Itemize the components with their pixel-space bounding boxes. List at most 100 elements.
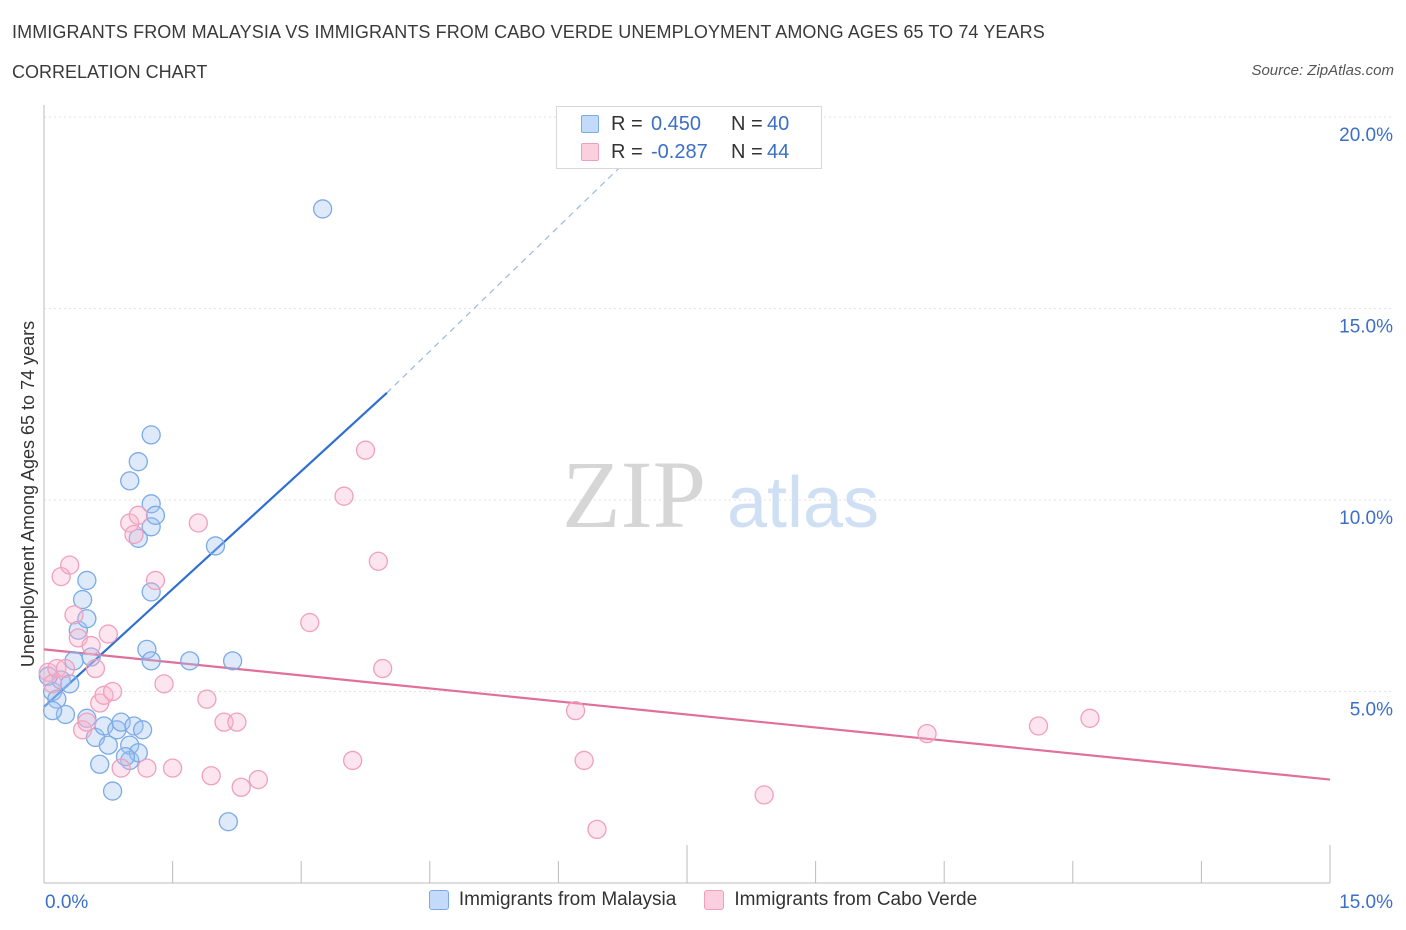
- point-cabo-verde: [188, 513, 208, 533]
- point-malaysia: [141, 517, 161, 537]
- point-malaysia: [128, 452, 148, 472]
- point-malaysia: [72, 589, 93, 610]
- point-cabo-verde: [1028, 716, 1049, 736]
- point-cabo-verde: [85, 658, 106, 679]
- legend-r-label: R =: [611, 140, 643, 163]
- series-legend: Immigrants from Malaysia Immigrants from…: [0, 889, 1406, 911]
- point-malaysia: [141, 494, 161, 514]
- trend-line-malaysia-extension: [386, 143, 645, 394]
- point-cabo-verde: [64, 605, 84, 625]
- y-tick-label: 15.0%: [1339, 317, 1393, 338]
- point-cabo-verde: [42, 674, 63, 694]
- watermark-zip: ZIP: [562, 441, 706, 548]
- point-cabo-verde: [197, 689, 217, 709]
- point-malaysia: [222, 651, 243, 671]
- point-cabo-verde: [137, 758, 157, 778]
- correlation-legend: R = 0.450 N = 40 R = -0.287 N = 44: [556, 106, 822, 169]
- point-cabo-verde: [355, 440, 376, 460]
- point-cabo-verde: [754, 785, 774, 805]
- point-malaysia: [42, 701, 63, 721]
- point-cabo-verde: [111, 758, 131, 778]
- point-cabo-verde: [231, 777, 251, 797]
- y-tick-label: 5.0%: [1350, 700, 1393, 721]
- point-malaysia: [102, 781, 123, 801]
- legend-r-label: R =: [611, 112, 643, 135]
- series-label-cabo-verde: Immigrants from Cabo Verde: [734, 889, 978, 910]
- point-malaysia: [115, 746, 136, 767]
- point-cabo-verde: [201, 766, 221, 786]
- point-cabo-verde: [55, 658, 76, 679]
- point-cabo-verde: [60, 555, 80, 575]
- point-malaysia: [60, 674, 80, 694]
- source-credit: Source: ZipAtlas.com: [1251, 62, 1394, 79]
- point-cabo-verde: [368, 551, 389, 571]
- point-malaysia: [141, 651, 161, 671]
- chart-subtitle: CORRELATION CHART: [12, 62, 208, 82]
- watermark-atlas: atlas: [727, 463, 879, 543]
- legend-swatch-cabo-verde: [581, 143, 599, 161]
- point-cabo-verde: [98, 624, 118, 644]
- point-malaysia: [132, 720, 153, 740]
- point-malaysia: [90, 754, 110, 774]
- point-cabo-verde: [372, 658, 393, 679]
- point-cabo-verde: [162, 758, 183, 778]
- point-cabo-verde: [334, 486, 354, 506]
- point-cabo-verde: [248, 769, 268, 790]
- x-tick-label: 0.0%: [45, 892, 88, 913]
- axes: 5.0% 10.0% 15.0% 20.0% 0.0% 15.0%: [43, 105, 1393, 913]
- point-cabo-verde: [145, 570, 166, 591]
- watermark: ZIP atlas: [562, 441, 879, 548]
- legend-n-label: N =: [731, 140, 763, 163]
- series-legend-cabo-verde[interactable]: Immigrants from Cabo Verde: [704, 889, 977, 911]
- legend-n-label: N =: [731, 112, 763, 135]
- y-tick-label: 20.0%: [1339, 125, 1393, 146]
- point-malaysia: [180, 651, 200, 671]
- trend-line-cabo-verde: [43, 648, 1331, 781]
- point-cabo-verde: [77, 712, 97, 732]
- y-tick-label: 10.0%: [1339, 508, 1393, 529]
- point-cabo-verde: [300, 612, 320, 633]
- point-cabo-verde: [917, 723, 937, 744]
- point-cabo-verde: [102, 681, 123, 702]
- legend-r-value: 0.450: [651, 112, 702, 135]
- series-legend-malaysia[interactable]: Immigrants from Malaysia: [428, 889, 677, 911]
- series-swatch-cabo-verde: [704, 890, 725, 910]
- point-malaysia: [141, 582, 161, 602]
- gridlines: [44, 116, 1394, 692]
- legend-r-value: -0.287: [651, 140, 708, 163]
- x-tick-label: 15.0%: [1339, 892, 1393, 913]
- point-malaysia: [205, 536, 226, 556]
- point-cabo-verde: [81, 635, 101, 656]
- point-cabo-verde: [342, 750, 363, 771]
- point-cabo-verde: [1080, 708, 1100, 728]
- point-cabo-verde: [124, 524, 144, 545]
- point-malaysia: [218, 812, 238, 832]
- legend-n-value: 40: [767, 112, 790, 135]
- point-cabo-verde: [565, 701, 586, 721]
- point-malaysia: [98, 735, 118, 755]
- y-axis-label: Unemployment Among Ages 65 to 74 years: [18, 321, 38, 667]
- point-malaysia: [120, 471, 140, 491]
- chart-title: IMMIGRANTS FROM MALAYSIA VS IMMIGRANTS F…: [12, 22, 1045, 42]
- legend-row-malaysia: R = 0.450 N = 40: [581, 112, 789, 136]
- series-label-malaysia: Immigrants from Malaysia: [458, 889, 677, 910]
- point-malaysia: [81, 647, 101, 667]
- point-malaysia: [141, 425, 161, 445]
- point-malaysia: [47, 689, 67, 709]
- point-malaysia: [145, 505, 166, 525]
- series-swatch-malaysia: [428, 890, 449, 910]
- point-malaysia: [312, 199, 333, 219]
- legend-swatch-malaysia: [581, 115, 599, 133]
- point-malaysia: [137, 639, 157, 660]
- point-cabo-verde: [587, 819, 607, 840]
- legend-n-value: 44: [767, 140, 790, 163]
- legend-row-cabo-verde: R = -0.287 N = 44: [581, 140, 789, 164]
- point-malaysia: [77, 570, 97, 591]
- data-points: [38, 199, 1100, 840]
- point-cabo-verde: [227, 712, 247, 732]
- point-cabo-verde: [574, 750, 594, 771]
- point-cabo-verde: [128, 505, 148, 525]
- point-cabo-verde: [154, 674, 174, 694]
- trend-lines: [43, 143, 1331, 781]
